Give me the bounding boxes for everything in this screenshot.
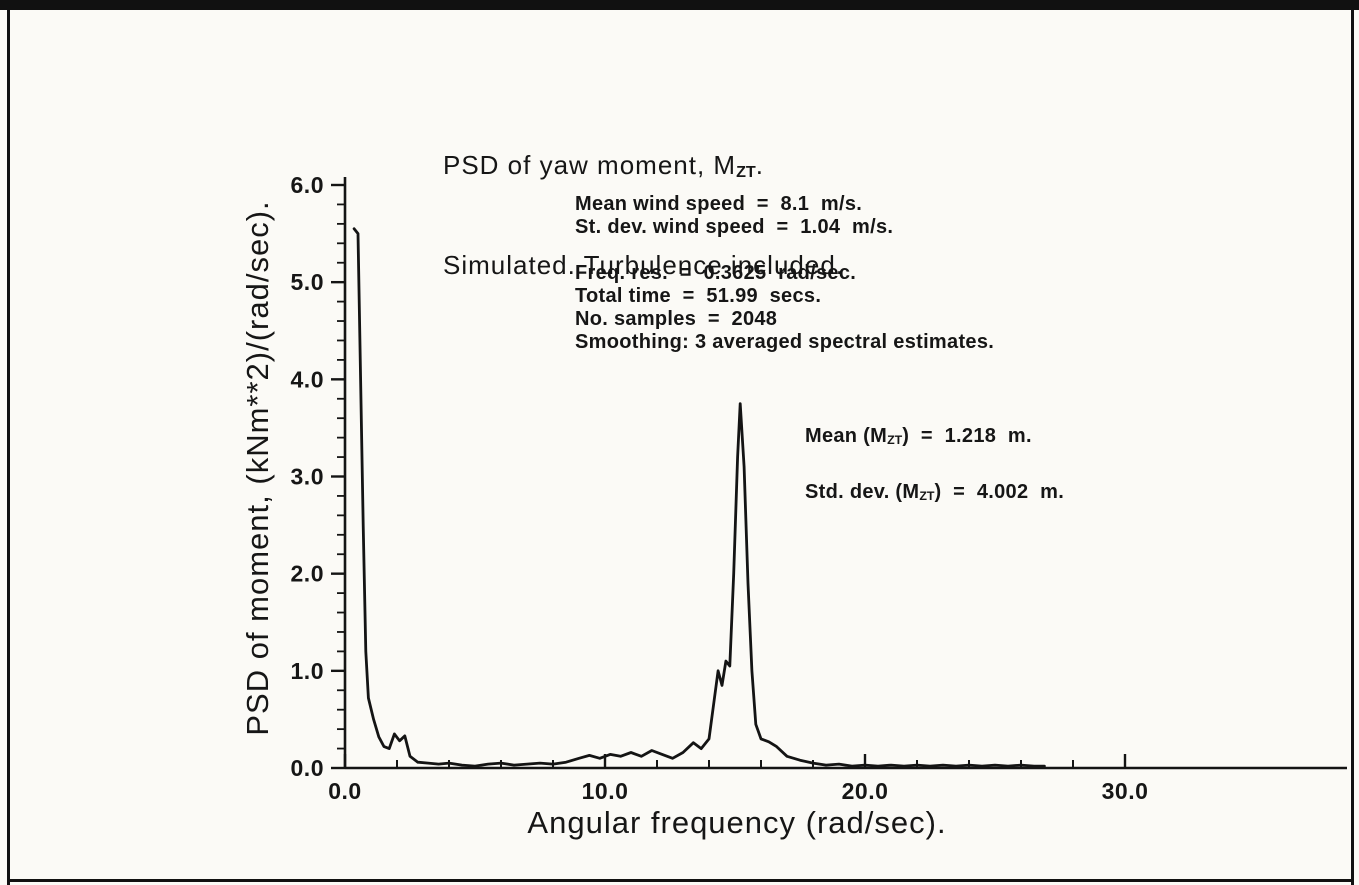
annotation-line-smoothing: Smoothing: 3 averaged spectral estimates…: [575, 331, 995, 353]
annotation-line-stdev-wind: St. dev. wind speed = 1.04 m/s.: [575, 216, 894, 238]
chart-title-block: PSD of yaw moment, MZT. Simulated. Turbu…: [443, 88, 844, 343]
y-tick-label: 5.0: [291, 269, 324, 295]
mean-mzt-prefix: Mean (M: [805, 425, 888, 447]
x-axis-label: Angular frequency (rad/sec).: [527, 805, 947, 840]
y-tick-label: 3.0: [291, 464, 324, 490]
y-tick-label: 6.0: [291, 172, 324, 198]
x-tick-label: 20.0: [842, 778, 889, 804]
annotation-line-samples: No. samples = 2048: [575, 308, 778, 330]
mean-mzt-subscript: ZT: [887, 433, 903, 448]
annotation-std-mzt: Std. dev. (MZT) = 4.002 m.: [805, 480, 1064, 508]
annotation-mean-mzt: Mean (MZT) = 1.218 m.: [805, 424, 1064, 452]
annotation-line-total-time: Total time = 51.99 secs.: [575, 285, 822, 307]
mean-mzt-value: ) = 1.218 m.: [902, 425, 1032, 447]
y-tick-label: 2.0: [291, 561, 324, 587]
chart-title-text: PSD of yaw moment, M: [443, 150, 737, 180]
annotation-mzt-stats: Mean (MZT) = 1.218 m. Std. dev. (MZT) = …: [805, 424, 1064, 508]
annotation-line-blank: [575, 239, 994, 262]
std-mzt-value: ) = 4.002 m.: [934, 481, 1065, 504]
chart-title-subscript: ZT: [736, 162, 756, 181]
scan-edge-bottom: [7, 879, 1354, 882]
y-tick-label: 4.0: [291, 366, 324, 392]
x-tick-label: 10.0: [582, 778, 629, 804]
annotation-line-freq-res: Freq. res. = 0.3625 rad/sec.: [575, 262, 857, 284]
annotation-line-mean-wind: Mean wind speed = 8.1 m/s.: [575, 193, 863, 215]
y-tick-label: 1.0: [291, 658, 324, 684]
psd-curve: [352, 227, 1046, 768]
chart-title: PSD of yaw moment, MZT.: [443, 150, 844, 188]
std-mzt-prefix: Std. dev. (M: [805, 481, 920, 504]
chart-subtitle: Simulated. Turbulence included.: [443, 249, 845, 280]
chart-title-suffix: .: [755, 150, 764, 180]
scan-edge-left: [7, 0, 10, 885]
scan-edge-right: [1351, 4, 1354, 885]
std-mzt-subscript: ZT: [919, 489, 935, 504]
y-tick-label: 0.0: [291, 755, 324, 781]
scan-edge-top: [0, 0, 1359, 10]
x-tick-label: 0.0: [328, 778, 361, 804]
annotation-wind-stats: Mean wind speed = 8.1 m/s. St. dev. wind…: [575, 193, 994, 354]
x-tick-label: 30.0: [1102, 778, 1149, 804]
